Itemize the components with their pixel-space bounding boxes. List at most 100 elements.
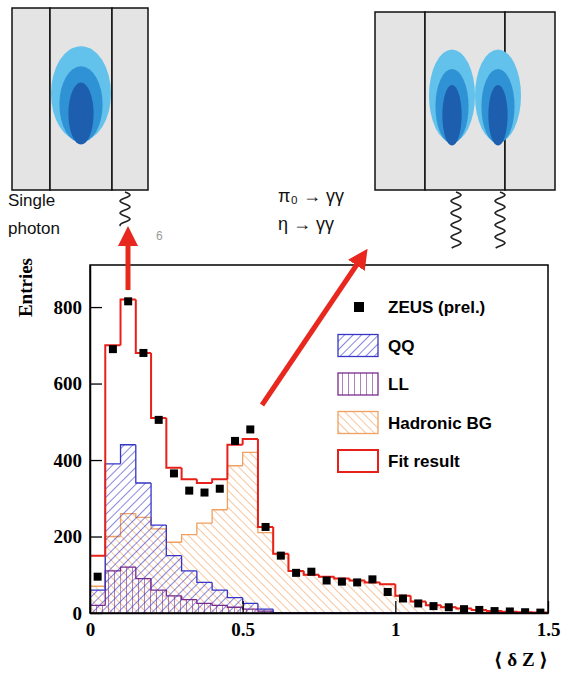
tick-label: 200	[54, 526, 83, 547]
series-scatter	[94, 297, 545, 613]
tick-mark	[90, 460, 102, 461]
histogram-bar	[182, 571, 197, 613]
calorimeter-cell	[12, 8, 50, 190]
histogram-bar	[273, 554, 288, 613]
histogram-bar	[212, 590, 227, 613]
data-point	[170, 469, 178, 477]
tick-label: 400	[54, 450, 83, 471]
histogram-step	[166, 525, 181, 556]
histogram-step	[182, 535, 197, 543]
histogram-step	[319, 575, 334, 577]
histogram-step	[243, 439, 258, 445]
legend: ZEUS (prel.)QQLLHadronic BGFit result	[338, 298, 492, 472]
shower-inner	[442, 85, 461, 146]
calorimeter-cell	[112, 8, 148, 190]
histogram-step	[258, 452, 273, 532]
histogram-bar	[197, 582, 212, 613]
series-step	[90, 299, 548, 613]
data-point	[155, 416, 163, 424]
histogram-bar	[105, 464, 120, 613]
histogram-step	[121, 299, 136, 345]
tick: 800	[54, 297, 103, 318]
data-point	[292, 569, 300, 577]
legend-symbol	[354, 302, 364, 312]
legend-symbol	[338, 373, 378, 395]
annotation: η → γγ	[278, 214, 334, 234]
shower-inner	[68, 83, 93, 145]
annotation: Singlephoton	[8, 191, 60, 238]
y-axis-title: Entries	[15, 258, 36, 317]
histogram-step	[151, 483, 166, 525]
histogram-bar	[319, 577, 334, 613]
legend-label: LL	[388, 375, 409, 394]
tick: 0.5	[231, 601, 255, 640]
data-point	[185, 487, 193, 495]
histogram-step	[227, 466, 242, 510]
histogram-step	[227, 590, 242, 598]
x-axis: 00.511.5	[86, 601, 561, 640]
data-point	[201, 489, 209, 497]
histogram-step	[212, 479, 227, 483]
histogram-bar	[227, 598, 242, 613]
tick-mark	[90, 536, 102, 537]
data-point	[368, 575, 376, 583]
histogram-step	[105, 345, 120, 555]
tick-mark	[395, 601, 396, 613]
chart: Singlephoton π₀ → γγ η → γγ 6 0 200 400 600 800 0…	[0, 0, 569, 677]
histogram-bar	[90, 590, 105, 613]
data-point	[338, 578, 346, 586]
photon-line	[451, 192, 461, 248]
histogram-step	[90, 586, 105, 613]
histogram-step	[258, 603, 273, 609]
histogram-step	[273, 533, 288, 554]
two-photon-diagram	[375, 12, 555, 190]
annotation: π₀ → γγ	[278, 186, 344, 206]
histogram-step	[380, 582, 395, 584]
histogram-bar	[90, 586, 105, 613]
tick-label: 0.5	[231, 619, 255, 640]
legend-label: Hadronic BG	[388, 414, 492, 433]
histogram-bar	[243, 452, 258, 613]
data-point	[139, 349, 147, 357]
legend-label: ZEUS (prel.)	[388, 298, 485, 317]
axis-line	[91, 613, 549, 615]
y-axis: 0200400600800	[54, 266, 103, 624]
histogram-step	[182, 468, 197, 479]
histogram-step	[288, 554, 303, 571]
histogram-step	[395, 584, 410, 595]
histogram-step	[258, 439, 273, 527]
histogram-step	[319, 575, 334, 577]
histogram-step	[197, 479, 212, 483]
histogram-step	[151, 353, 166, 418]
data-point	[460, 605, 468, 613]
histogram-step	[197, 523, 212, 534]
data-point	[124, 297, 132, 305]
calorimeter-cell	[50, 8, 112, 190]
tick: 400	[54, 450, 103, 471]
tick-mark	[90, 307, 102, 308]
histogram-bar	[334, 579, 349, 613]
tick-mark	[243, 601, 244, 613]
histogram-step	[90, 590, 105, 613]
data-point	[430, 602, 438, 610]
histogram-step	[166, 418, 181, 468]
data-point	[216, 485, 224, 493]
annotation: 6	[156, 229, 163, 243]
histogram-step	[227, 445, 242, 479]
series-bar	[90, 452, 548, 613]
plot-area	[90, 297, 548, 613]
histogram-step	[243, 598, 258, 604]
data-point	[445, 603, 453, 611]
tick-label: 600	[54, 373, 83, 394]
histogram-step	[273, 527, 288, 554]
histogram-bar	[243, 603, 258, 613]
tick-mark	[548, 601, 549, 613]
data-point	[353, 578, 361, 586]
tick-label: 0	[86, 619, 96, 640]
histogram-bar	[304, 575, 319, 613]
tick: 1.5	[537, 601, 561, 640]
histogram-bar	[212, 510, 227, 613]
shower-inner	[488, 85, 507, 146]
histogram-bar	[121, 445, 136, 613]
series-bar	[90, 445, 548, 613]
